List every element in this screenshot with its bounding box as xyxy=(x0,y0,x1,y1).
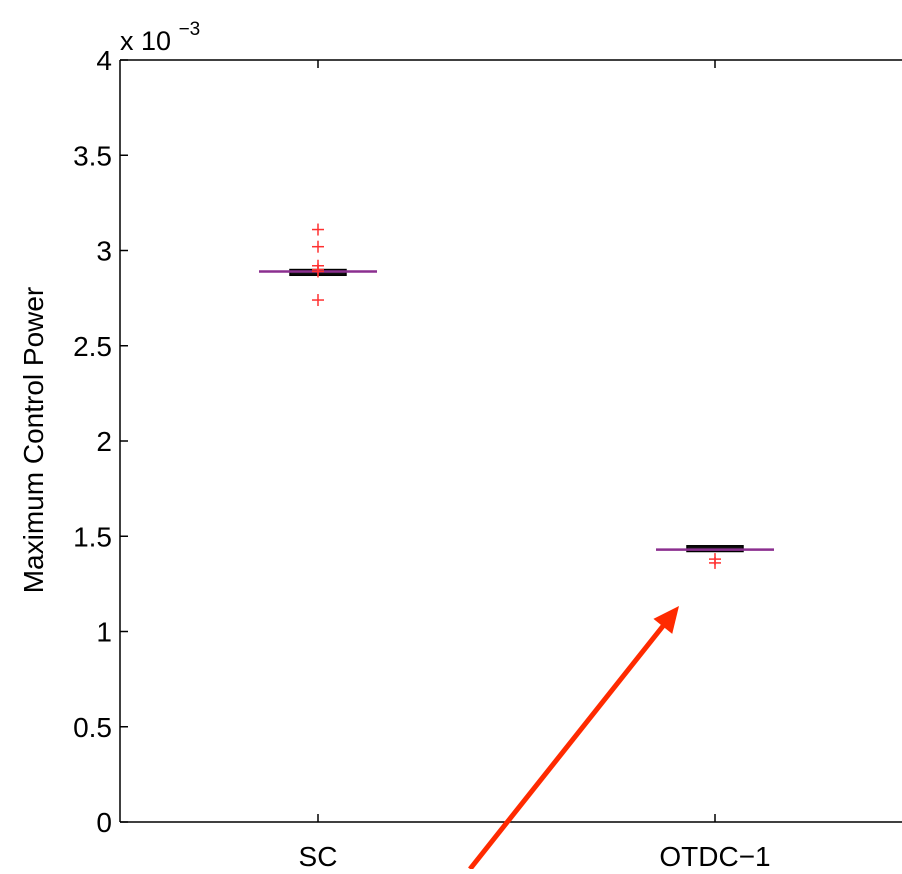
box-group xyxy=(259,223,377,307)
box-group xyxy=(656,545,774,569)
y-axis-label: Maximum Control Power xyxy=(18,287,49,594)
arrow-shaft xyxy=(468,619,669,871)
y-tick-label: 2.5 xyxy=(73,331,112,362)
box-series xyxy=(259,223,774,569)
y-tick-label: 1.5 xyxy=(73,521,112,552)
y-axis-ticks: 0 0.5 1 1.5 2 2.5 3 3.5 4 xyxy=(73,45,128,838)
y-axis-exponent-base: x 10 xyxy=(120,26,171,56)
y-tick-label: 3 xyxy=(96,236,112,267)
y-tick-label: 2 xyxy=(96,426,112,457)
outlier-marker xyxy=(312,223,324,236)
y-tick-label: 4 xyxy=(96,45,112,76)
arrow-head xyxy=(653,606,679,634)
y-tick-label: 1 xyxy=(96,617,112,648)
outlier-marker xyxy=(709,556,721,569)
y-axis-exponent-power: −3 xyxy=(179,19,201,40)
x-axis-ticks: SC OTDC−1 xyxy=(299,60,771,872)
outlier-marker xyxy=(312,265,324,278)
y-tick-label: 3.5 xyxy=(73,140,112,171)
y-axis-exponent: x 10 −3 xyxy=(120,19,200,56)
x-tick-label: OTDC−1 xyxy=(659,841,770,869)
x-tick-label: SC xyxy=(299,841,338,869)
outlier-marker xyxy=(312,294,324,307)
arrow-annotation xyxy=(468,606,679,871)
y-tick-label: 0.5 xyxy=(73,712,112,743)
y-tick-label: 0 xyxy=(96,807,112,838)
plot-axes xyxy=(119,59,902,823)
outlier-marker xyxy=(312,240,324,253)
